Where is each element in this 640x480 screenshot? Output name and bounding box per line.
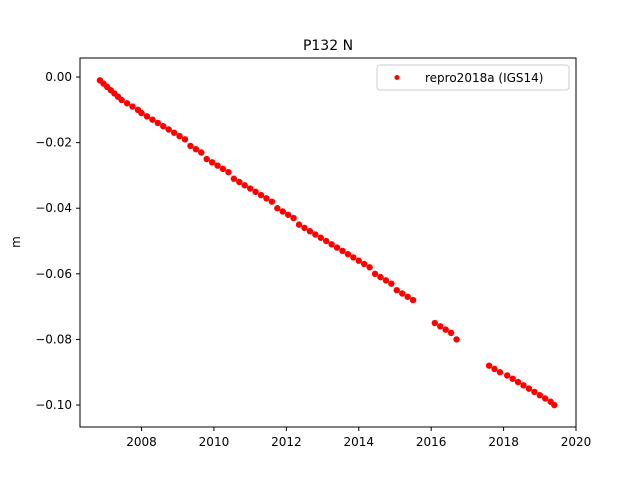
data-point (514, 378, 522, 386)
data-point (366, 264, 373, 271)
data-point (279, 208, 286, 215)
legend-box (376, 64, 570, 91)
data-point (176, 132, 183, 140)
data-point (496, 369, 504, 376)
x-tick-label: 2018 (488, 435, 519, 449)
x-tick-label: 2014 (344, 435, 375, 449)
data-point (170, 129, 178, 136)
data-point (154, 119, 162, 127)
x-tick-label: 2008 (126, 435, 157, 449)
data-point (404, 293, 411, 300)
chart-title: P132 N (303, 38, 353, 54)
data-point (504, 372, 511, 379)
data-point (520, 382, 527, 389)
data-point (409, 296, 417, 304)
data-point (388, 280, 395, 287)
data-point (344, 250, 352, 258)
data-point (290, 214, 297, 222)
data-point (236, 178, 243, 186)
data-point (252, 188, 259, 196)
data-points (96, 77, 558, 409)
y-tick-label: −0.10 (35, 398, 72, 412)
data-point (268, 198, 276, 205)
data-point (382, 277, 390, 284)
data-point (531, 388, 538, 396)
data-point (192, 145, 200, 153)
data-point (485, 362, 493, 369)
data-point (241, 182, 248, 189)
plot-frame (79, 57, 577, 428)
x-tick-label: 2010 (199, 435, 230, 449)
data-point (118, 96, 125, 104)
data-point (123, 100, 131, 107)
data-point (208, 159, 216, 166)
data-point (355, 257, 362, 264)
x-tick-label: 2016 (416, 435, 447, 449)
data-point (165, 126, 172, 133)
y-axis-label: m (9, 236, 23, 248)
legend-marker (394, 75, 400, 80)
data-point (230, 175, 238, 182)
legend-label: repro2018a (IGS14) (425, 71, 543, 85)
data-point (257, 191, 265, 199)
y-tick-label: 0.00 (45, 70, 72, 84)
data-point (339, 247, 346, 255)
data-point (187, 142, 194, 150)
data-point (306, 227, 314, 235)
data-point (160, 123, 167, 130)
data-point (525, 385, 533, 392)
x-tick-label: 2020 (561, 435, 592, 449)
data-point (453, 336, 460, 343)
y-tick-label: −0.04 (35, 201, 72, 215)
x-axis: 2008 2010 2012 2014 2016 2018 2020 (126, 427, 591, 449)
data-point (225, 168, 232, 176)
data-point (361, 260, 368, 268)
data-point (536, 391, 543, 399)
data-point (149, 116, 156, 123)
data-point (317, 234, 324, 241)
data-point (447, 329, 455, 337)
data-point (198, 149, 205, 156)
data-point (295, 221, 303, 228)
data-point (138, 109, 145, 117)
y-axis: 0.00 −0.02 −0.04 −0.06 −0.08 −0.10 (35, 70, 80, 412)
data-point (203, 155, 210, 163)
data-point (219, 165, 227, 173)
data-point (399, 290, 406, 297)
data-point (322, 237, 330, 245)
data-point (393, 287, 400, 294)
y-tick-label: −0.08 (35, 332, 72, 346)
y-tick-label: −0.06 (35, 267, 72, 281)
data-point (509, 375, 516, 382)
data-point (350, 254, 357, 261)
data-point (246, 185, 254, 192)
legend: repro2018a (IGS14) (376, 64, 570, 91)
data-point (312, 231, 319, 238)
data-point (328, 241, 335, 248)
data-point (274, 205, 281, 212)
data-point (301, 224, 308, 232)
data-point (371, 270, 379, 278)
data-point (431, 319, 439, 327)
data-point (551, 401, 558, 409)
data-point (214, 162, 221, 169)
data-point (143, 113, 151, 120)
data-point (442, 326, 449, 333)
data-point (437, 323, 444, 330)
data-point (129, 103, 136, 110)
data-point (333, 244, 341, 251)
data-point (542, 395, 549, 402)
y-tick-label: −0.02 (35, 136, 72, 150)
data-point (263, 195, 270, 202)
x-tick-label: 2012 (271, 435, 302, 449)
data-point (377, 273, 384, 281)
data-point (181, 136, 189, 143)
data-point (491, 365, 498, 373)
data-point (284, 211, 292, 218)
